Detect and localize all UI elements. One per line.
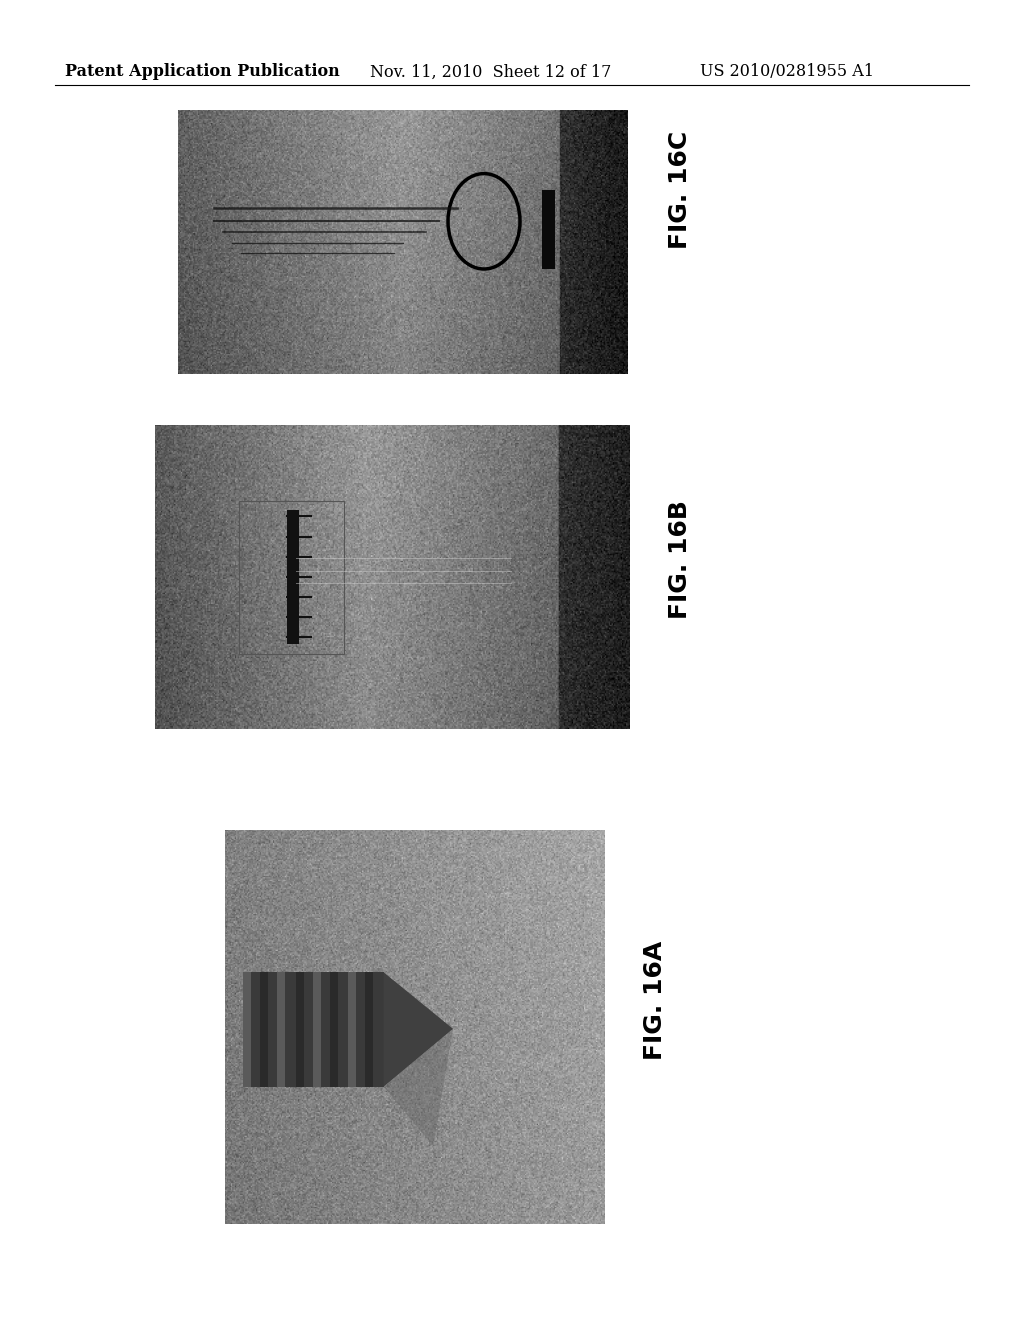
- Bar: [330, 973, 338, 1086]
- Bar: [244, 973, 251, 1086]
- Bar: [366, 973, 373, 1086]
- Polygon shape: [384, 973, 453, 1086]
- Text: US 2010/0281955 A1: US 2010/0281955 A1: [700, 63, 874, 81]
- Bar: [296, 973, 304, 1086]
- Polygon shape: [384, 1028, 453, 1146]
- Text: FIG. 16A: FIG. 16A: [643, 940, 667, 1060]
- Bar: [542, 190, 555, 269]
- Text: Nov. 11, 2010  Sheet 12 of 17: Nov. 11, 2010 Sheet 12 of 17: [370, 63, 611, 81]
- Text: FIG. 16C: FIG. 16C: [668, 131, 692, 249]
- Bar: [278, 973, 286, 1086]
- Bar: [244, 973, 384, 1086]
- Bar: [260, 973, 268, 1086]
- Text: Patent Application Publication: Patent Application Publication: [65, 63, 340, 81]
- Bar: [348, 973, 356, 1086]
- Text: FIG. 16B: FIG. 16B: [668, 500, 692, 619]
- Bar: [287, 510, 299, 644]
- Bar: [240, 502, 344, 653]
- Bar: [312, 973, 321, 1086]
